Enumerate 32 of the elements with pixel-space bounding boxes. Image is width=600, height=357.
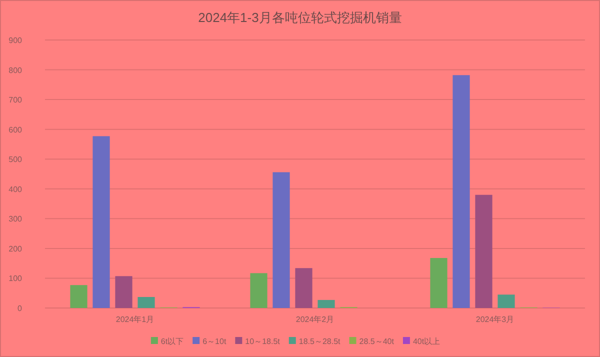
- bar: [250, 273, 268, 308]
- legend-label: 6t以下: [160, 337, 184, 346]
- legend-label: 18.5～28.5t: [298, 337, 342, 346]
- legend-label: 40t以上: [412, 337, 440, 346]
- chart-title: 2024年1-3月各吨位轮式挖掘机销量: [198, 10, 402, 25]
- bar: [92, 136, 110, 308]
- legend-label: 6～10t: [202, 337, 227, 346]
- y-tick-label: 0: [18, 304, 23, 313]
- y-tick-label: 600: [8, 125, 23, 134]
- y-tick-label: 200: [8, 244, 23, 254]
- x-tick-label: 2024年2月: [296, 315, 334, 324]
- bar: [138, 296, 155, 308]
- bar: [295, 268, 312, 308]
- y-tick-label: 800: [8, 66, 23, 75]
- x-tick-label: 2024年1月: [116, 315, 154, 324]
- bar: [498, 294, 515, 308]
- bar: [452, 75, 470, 308]
- bar: [115, 276, 132, 308]
- y-tick-label: 100: [8, 274, 23, 284]
- y-tick-label: 400: [8, 184, 23, 194]
- y-tick-label: 300: [8, 214, 23, 224]
- bar: [430, 258, 448, 308]
- bar: [475, 194, 492, 308]
- x-tick-label: 2024年3月: [476, 315, 514, 324]
- bar: [318, 300, 335, 308]
- y-tick-label: 500: [8, 155, 23, 164]
- legend-label: 10～18.5t: [245, 337, 281, 346]
- y-tick-label: 700: [8, 96, 23, 105]
- bar: [70, 285, 88, 308]
- legend-label: 28.5～40t: [359, 337, 395, 346]
- bar: [272, 172, 290, 308]
- y-tick-label: 900: [8, 36, 23, 45]
